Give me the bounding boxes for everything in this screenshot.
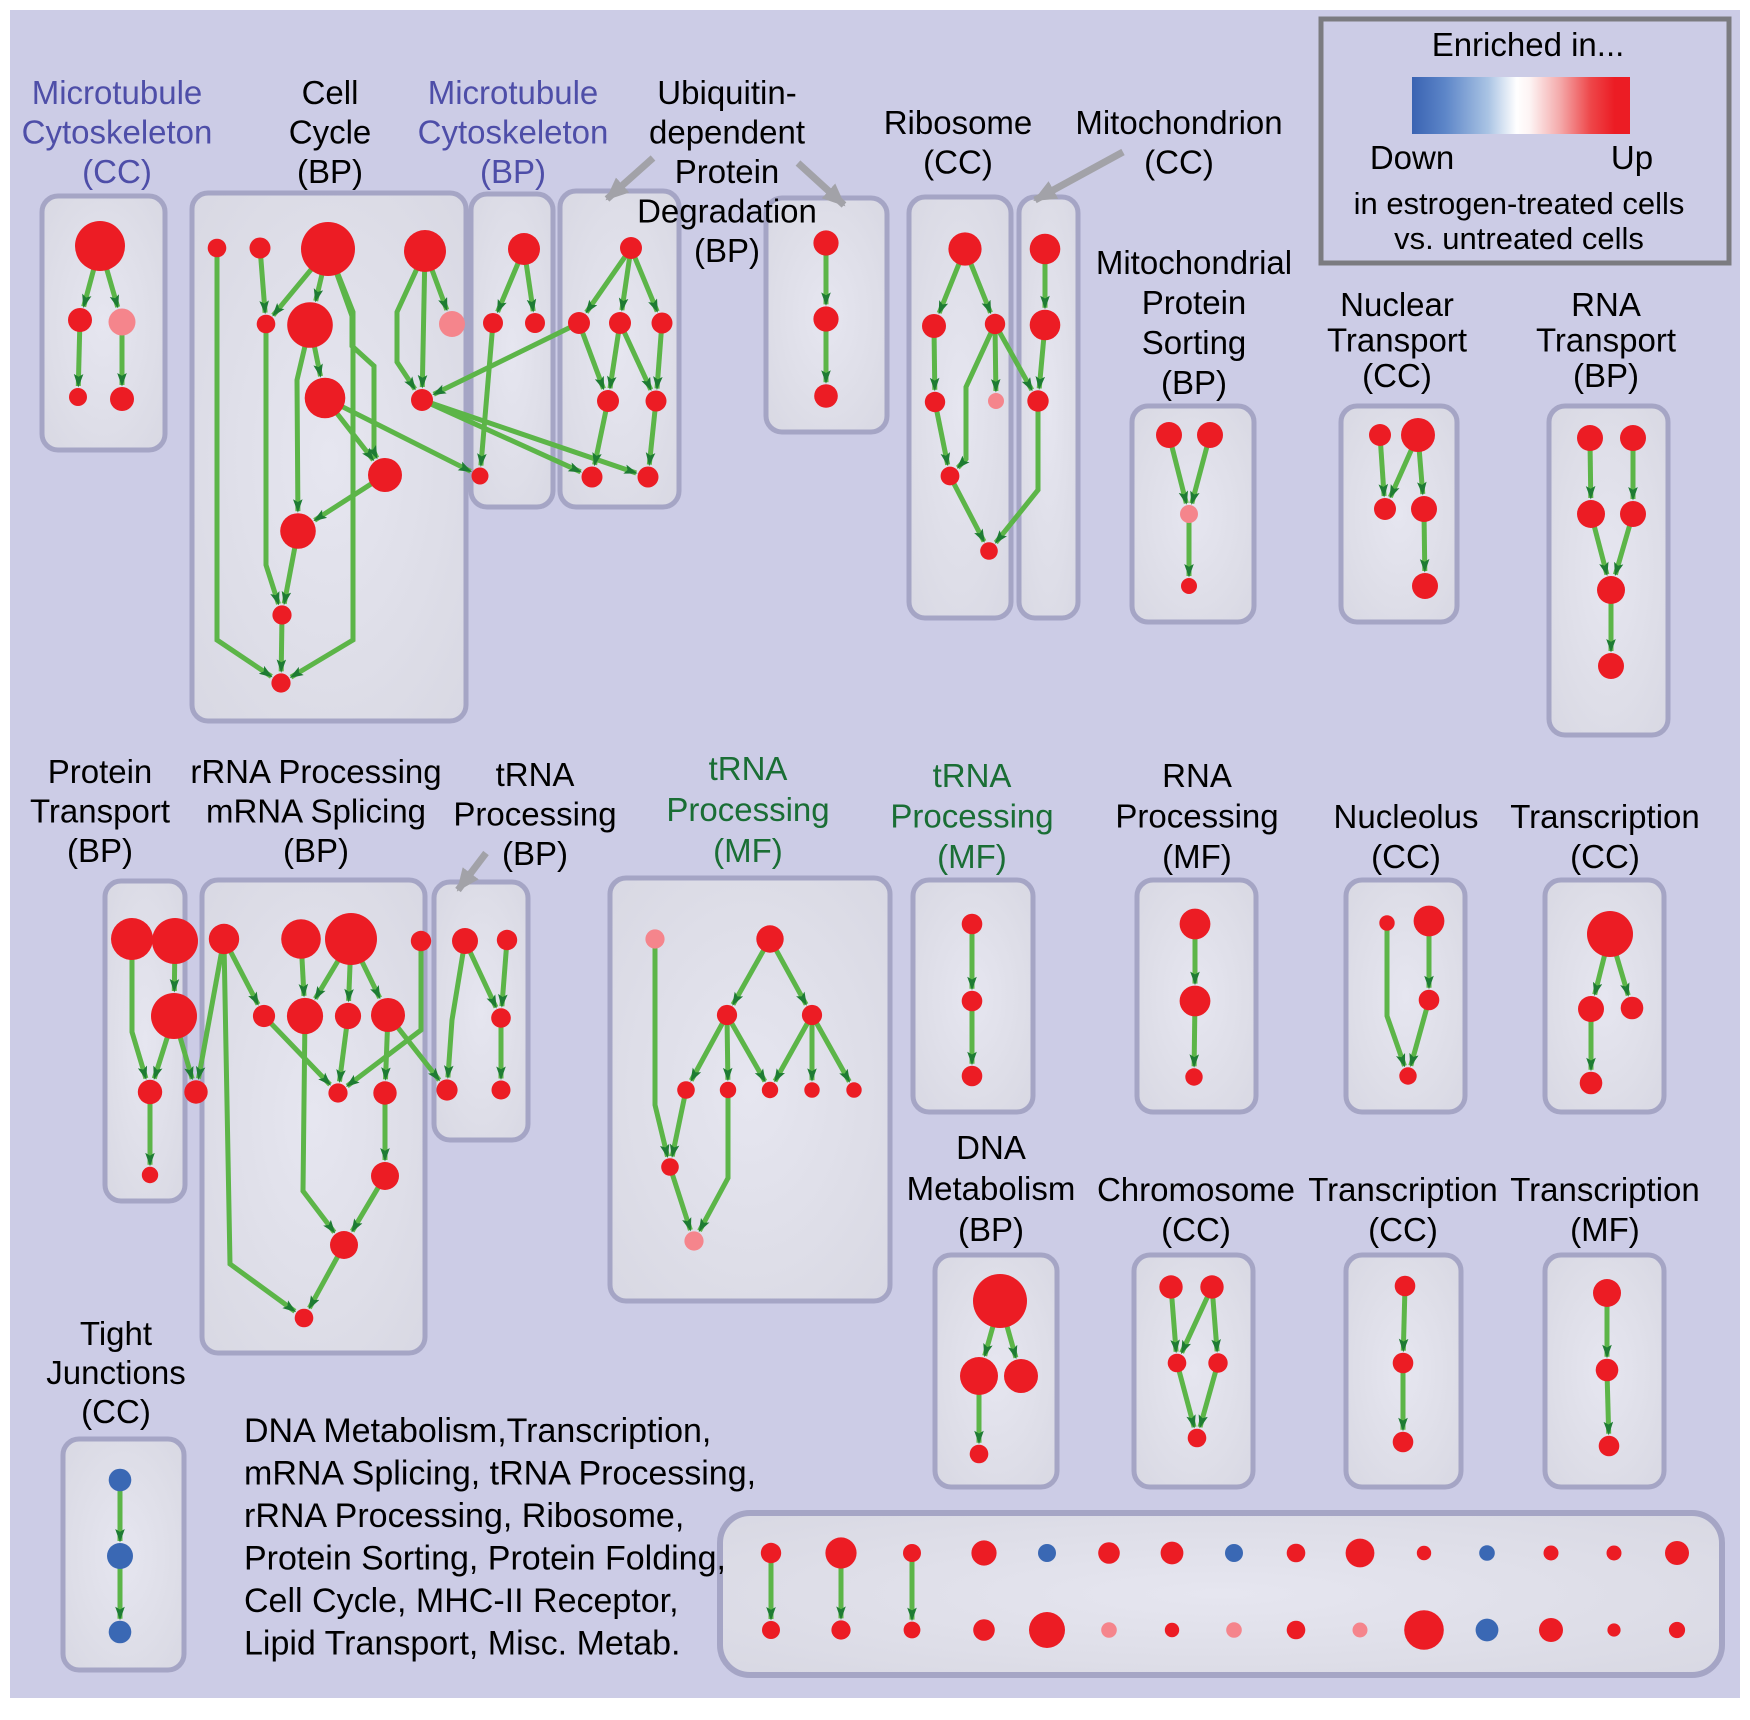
svg-text:Degradation: Degradation [637, 193, 817, 230]
svg-text:Processing: Processing [1115, 798, 1278, 835]
svg-text:Microtubule: Microtubule [428, 74, 599, 111]
svg-text:Transcription: Transcription [1510, 798, 1700, 835]
svg-text:(BP): (BP) [694, 232, 760, 269]
svg-text:Transcription: Transcription [1308, 1171, 1498, 1208]
svg-text:Microtubule: Microtubule [32, 74, 203, 111]
svg-text:(MF): (MF) [1570, 1211, 1640, 1248]
svg-text:Metabolism: Metabolism [907, 1170, 1076, 1207]
svg-text:Transport: Transport [30, 793, 170, 830]
svg-text:Transcription: Transcription [1510, 1171, 1700, 1208]
svg-text:Enriched in...: Enriched in... [1432, 26, 1625, 63]
svg-text:(BP): (BP) [297, 153, 363, 190]
svg-text:Cell Cycle, MHC-II Receptor,: Cell Cycle, MHC-II Receptor, [244, 1582, 679, 1620]
svg-text:(CC): (CC) [1570, 838, 1640, 875]
svg-text:Nucleolus: Nucleolus [1334, 798, 1479, 835]
svg-text:mRNA Splicing: mRNA Splicing [206, 793, 426, 830]
svg-text:(CC): (CC) [1161, 1211, 1231, 1248]
svg-text:(CC): (CC) [82, 153, 152, 190]
svg-text:(CC): (CC) [1362, 357, 1432, 394]
svg-text:Protein: Protein [1142, 284, 1247, 321]
svg-text:in estrogen-treated cells: in estrogen-treated cells [1354, 186, 1685, 221]
svg-text:(BP): (BP) [958, 1211, 1024, 1248]
svg-text:Transport: Transport [1327, 322, 1467, 359]
svg-text:(BP): (BP) [1161, 364, 1227, 401]
svg-text:Cell: Cell [302, 74, 359, 111]
svg-text:Processing: Processing [453, 796, 616, 833]
svg-text:rRNA Processing, Ribosome,: rRNA Processing, Ribosome, [244, 1497, 684, 1535]
svg-text:(BP): (BP) [67, 832, 133, 869]
svg-text:Sorting: Sorting [1142, 324, 1247, 361]
svg-text:rRNA Processing: rRNA Processing [190, 753, 441, 790]
svg-text:Lipid Transport, Misc. Metab.: Lipid Transport, Misc. Metab. [244, 1625, 681, 1663]
svg-text:(CC): (CC) [81, 1393, 151, 1430]
svg-text:Nuclear: Nuclear [1340, 286, 1454, 323]
svg-text:(MF): (MF) [1162, 838, 1232, 875]
svg-text:Transport: Transport [1536, 322, 1676, 359]
svg-text:mRNA Splicing, tRNA Processing: mRNA Splicing, tRNA Processing, [244, 1455, 756, 1493]
svg-text:DNA: DNA [956, 1129, 1026, 1166]
svg-text:DNA Metabolism,Transcription,: DNA Metabolism,Transcription, [244, 1412, 711, 1450]
svg-text:(BP): (BP) [283, 832, 349, 869]
svg-text:tRNA: tRNA [496, 756, 575, 793]
svg-text:Up: Up [1611, 139, 1653, 176]
svg-text:Processing: Processing [890, 798, 1053, 835]
svg-text:Mitochondrion: Mitochondrion [1075, 104, 1282, 141]
svg-text:Processing: Processing [666, 791, 829, 828]
svg-text:Tight: Tight [80, 1315, 152, 1352]
svg-text:Junctions: Junctions [46, 1354, 185, 1391]
svg-text:Chromosome: Chromosome [1097, 1171, 1295, 1208]
svg-text:Ubiquitin-: Ubiquitin- [657, 74, 796, 111]
svg-text:Protein: Protein [675, 153, 780, 190]
svg-text:(CC): (CC) [1368, 1211, 1438, 1248]
svg-text:tRNA: tRNA [709, 750, 788, 787]
svg-text:Cycle: Cycle [289, 114, 372, 151]
svg-text:(CC): (CC) [1144, 144, 1214, 181]
svg-text:(BP): (BP) [502, 835, 568, 872]
svg-text:RNA: RNA [1162, 757, 1232, 794]
svg-text:(MF): (MF) [713, 832, 783, 869]
svg-text:Mitochondrial: Mitochondrial [1096, 244, 1292, 281]
svg-text:Cytoskeleton: Cytoskeleton [418, 114, 609, 151]
svg-text:Protein Sorting, Protein Foldi: Protein Sorting, Protein Folding, [244, 1540, 726, 1578]
svg-text:(MF): (MF) [937, 838, 1007, 875]
svg-text:Ribosome: Ribosome [884, 104, 1033, 141]
svg-text:(BP): (BP) [1573, 357, 1639, 394]
svg-text:RNA: RNA [1571, 286, 1641, 323]
svg-text:vs. untreated cells: vs. untreated cells [1394, 221, 1644, 256]
svg-text:(CC): (CC) [1371, 838, 1441, 875]
svg-text:tRNA: tRNA [933, 757, 1012, 794]
svg-text:Cytoskeleton: Cytoskeleton [22, 114, 213, 151]
svg-text:Protein: Protein [48, 753, 153, 790]
svg-text:(CC): (CC) [923, 144, 993, 181]
svg-text:(BP): (BP) [480, 153, 546, 190]
svg-text:dependent: dependent [649, 114, 805, 151]
svg-text:Down: Down [1370, 139, 1454, 176]
